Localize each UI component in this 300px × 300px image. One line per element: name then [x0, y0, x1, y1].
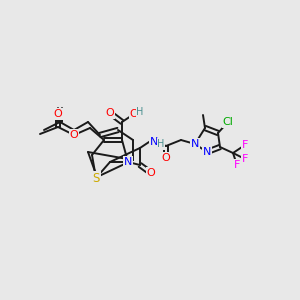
- Text: Cl: Cl: [223, 117, 233, 127]
- Text: N: N: [124, 157, 132, 167]
- Text: N: N: [150, 137, 158, 147]
- Text: O: O: [106, 108, 114, 118]
- Text: F: F: [242, 154, 248, 164]
- Text: N: N: [203, 147, 211, 157]
- Text: O: O: [147, 168, 155, 178]
- Text: O: O: [130, 109, 138, 119]
- Text: F: F: [234, 160, 240, 170]
- Text: F: F: [242, 140, 248, 150]
- Text: O: O: [54, 109, 62, 119]
- Text: O: O: [162, 153, 170, 163]
- Text: S: S: [92, 172, 100, 184]
- Text: N: N: [191, 139, 199, 149]
- Text: O: O: [70, 130, 78, 140]
- Text: H: H: [157, 139, 165, 149]
- Text: H: H: [136, 107, 144, 117]
